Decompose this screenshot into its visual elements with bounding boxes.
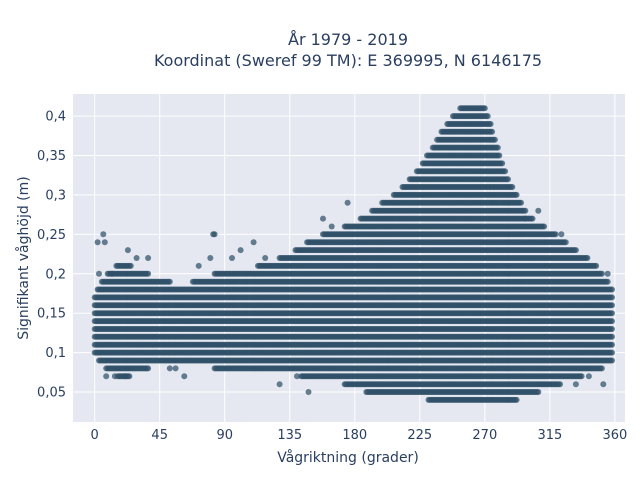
data-point: [127, 262, 134, 269]
data-point: [126, 373, 133, 380]
chart-title-line-1: År 1979 - 2019: [288, 30, 408, 49]
chart-title-line-2: Koordinat (Sweref 99 TM): E 369995, N 61…: [154, 51, 542, 70]
data-points: [91, 105, 615, 403]
data-point: [166, 278, 173, 285]
data-point: [145, 365, 152, 372]
data-point: [145, 270, 152, 277]
